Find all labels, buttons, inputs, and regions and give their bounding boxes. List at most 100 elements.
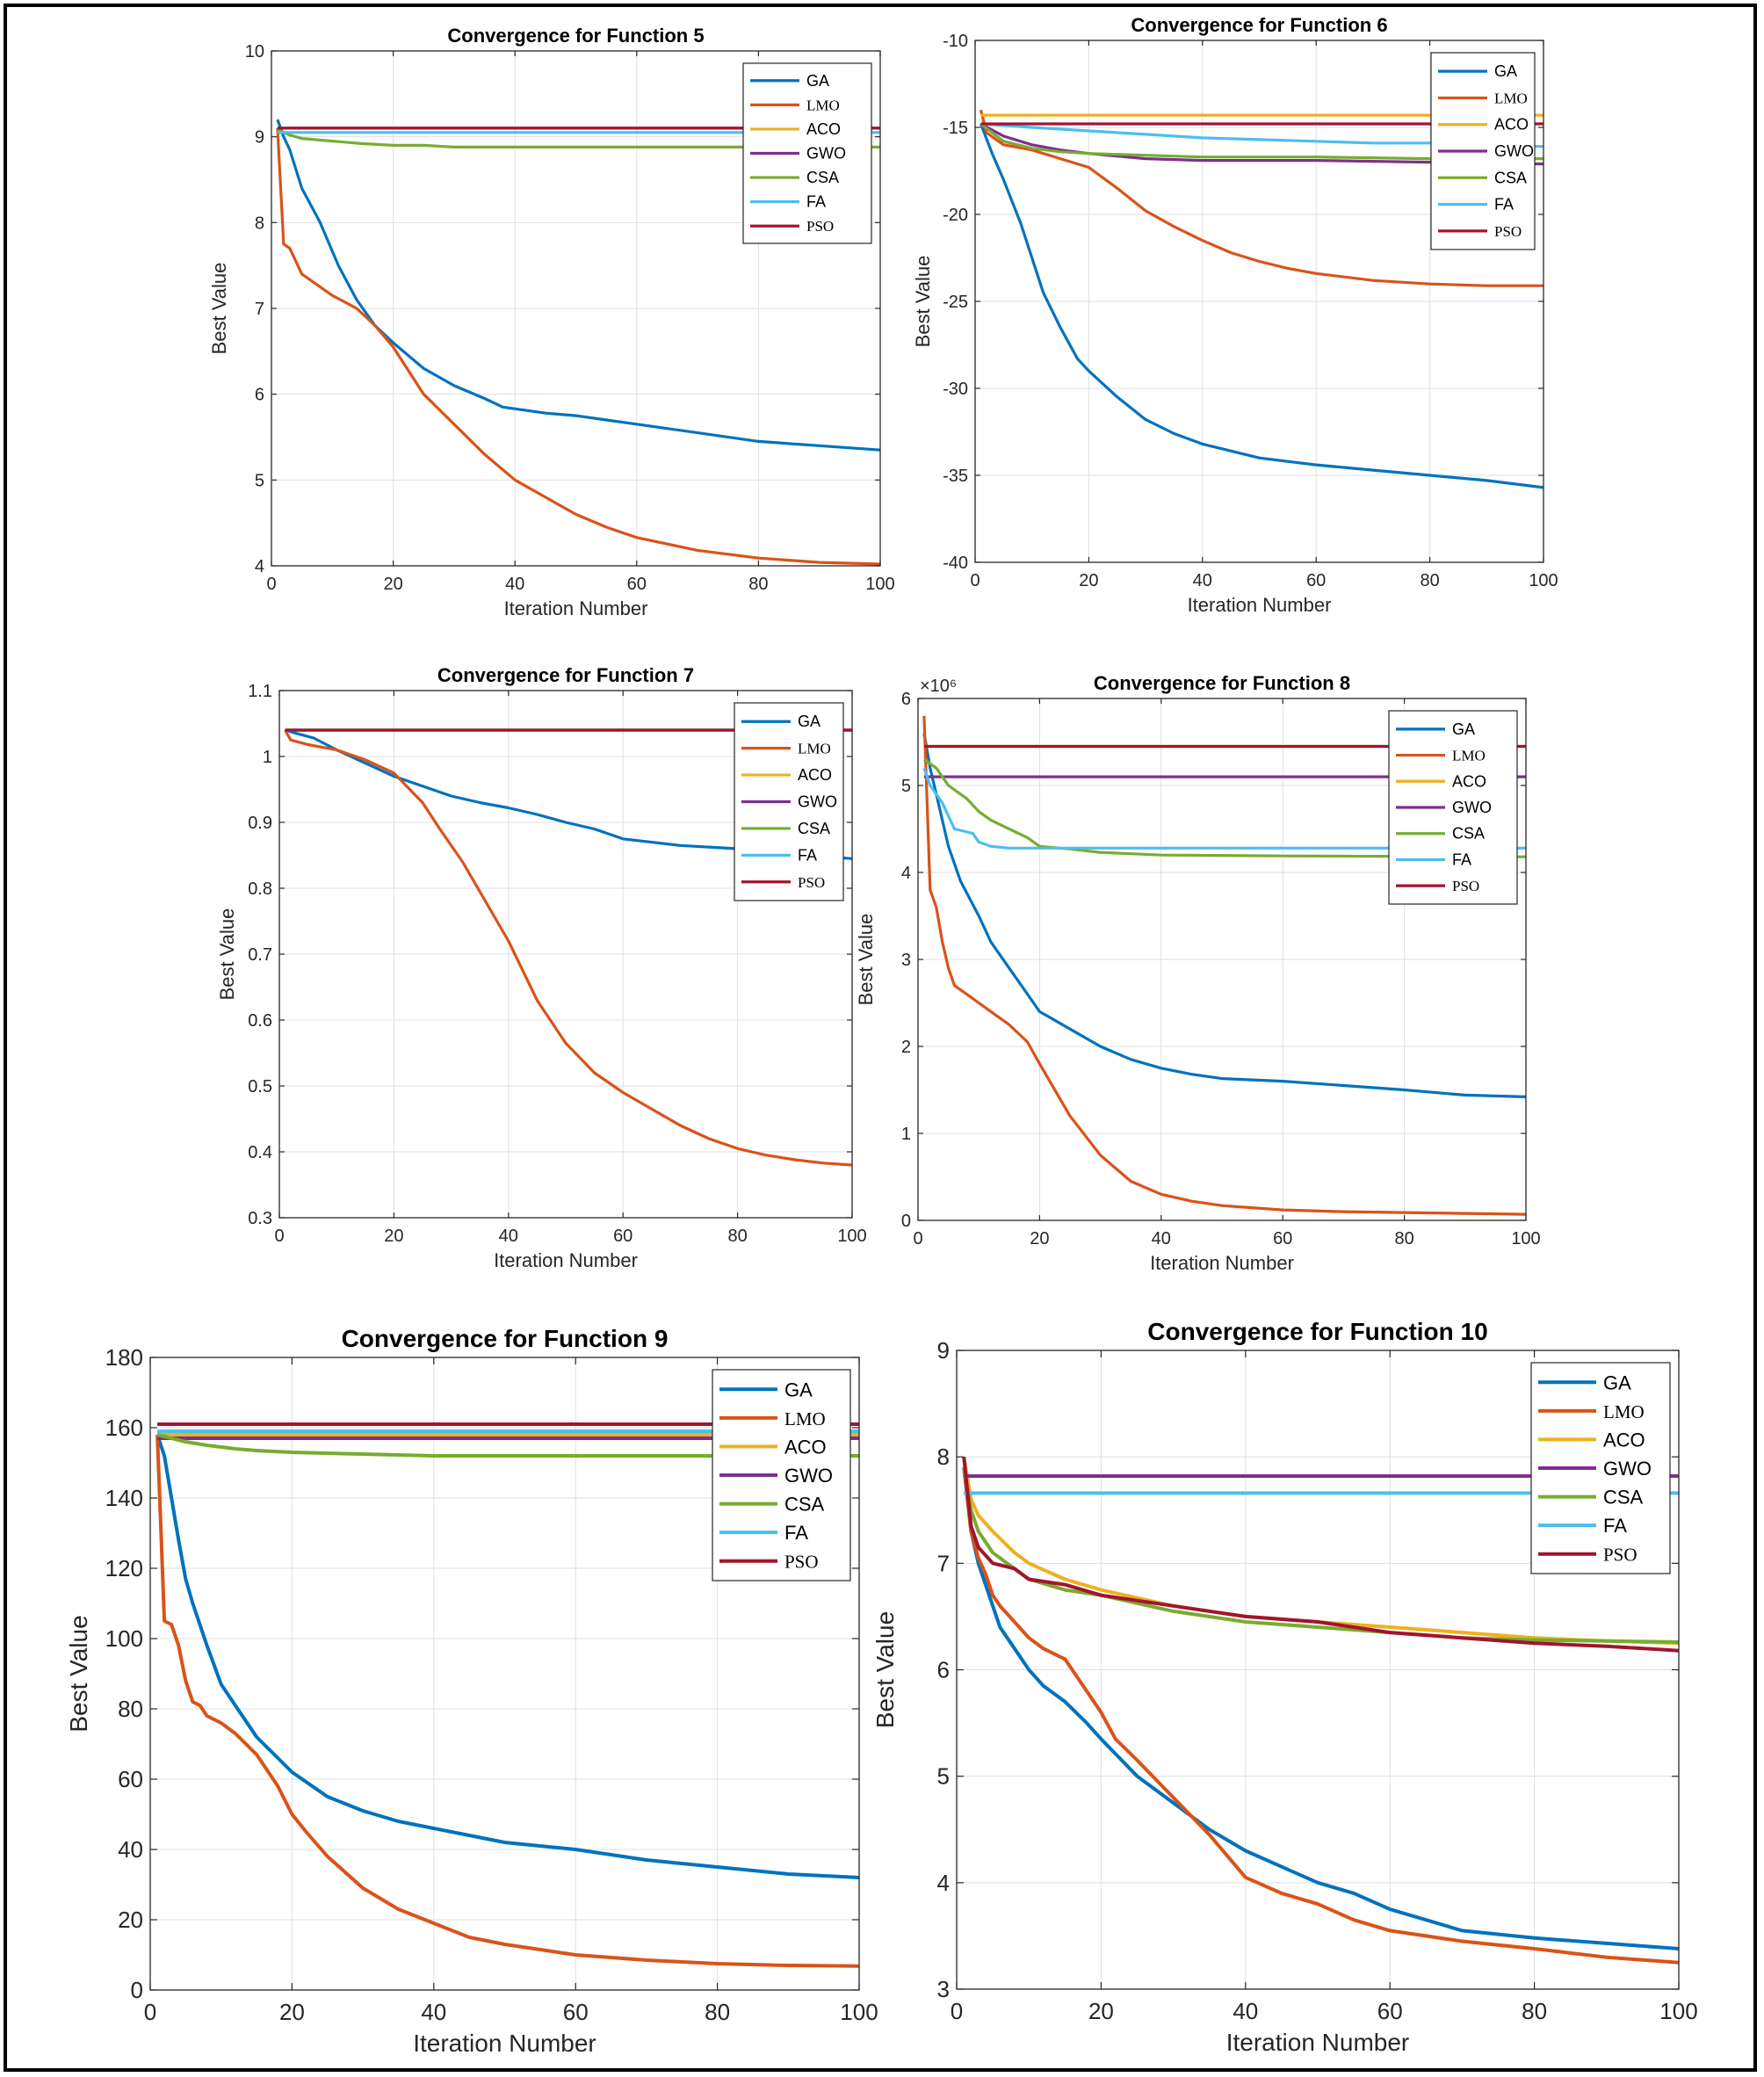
legend-label-csa: CSA (806, 169, 839, 186)
y-tick-label: 8 (937, 1444, 950, 1470)
y-tick-label: 140 (105, 1485, 143, 1511)
series-line-csa (156, 1433, 859, 1458)
legend-label-lmo: LMO (1494, 90, 1528, 106)
legend-label-pso: PSO (806, 218, 834, 235)
x-axis-label: Iteration Number (1188, 594, 1332, 616)
axes-box (149, 1357, 860, 1991)
y-tick-label: 0 (131, 1977, 143, 2003)
legend-label-gwo: GWO (784, 1465, 833, 1487)
y-tick-label: 100 (105, 1625, 143, 1652)
x-tick-label: 0 (274, 1227, 284, 1246)
y-tick-label: 0.8 (248, 879, 272, 899)
legend-label-aco: ACO (798, 766, 832, 784)
legend-label-csa: CSA (1452, 825, 1485, 843)
legend: GA LMO ACO GWO CSA FA PSO (1530, 1362, 1671, 1574)
legend: GA LMO ACO GWO CSA FA PSO (742, 62, 872, 244)
y-tick-label: 0.7 (248, 945, 272, 965)
series-line-ga (155, 1434, 859, 1879)
axis-multiplier: ×10⁶ (920, 677, 957, 696)
chart-title: Convergence for Function 7 (437, 664, 694, 686)
x-tick-label: 60 (1377, 1998, 1403, 2024)
x-tick-label: 60 (563, 1999, 589, 2025)
y-tick-label: 0.9 (248, 814, 272, 833)
y-tick-label: 6 (937, 1657, 950, 1683)
y-tick-label: -35 (943, 467, 968, 486)
series-line-pso (962, 1456, 1679, 1653)
y-tick-label: 7 (255, 300, 264, 319)
series-line-lmo (922, 715, 1526, 1216)
x-tick-label: 100 (837, 1227, 866, 1246)
series-line-ga (962, 1467, 1679, 1950)
x-tick-label: 0 (951, 1998, 963, 2024)
legend-label-aco: ACO (806, 120, 841, 138)
chart-6: 0 20 40 60 80 100 3 4 5 6 7 8 9 Convergence for Funct… (871, 1318, 1698, 2056)
y-axis-label: Best Value (208, 263, 230, 355)
legend-label-aco: ACO (1494, 116, 1529, 134)
legend-label-gwo: GWO (1603, 1458, 1652, 1480)
legend-label-lmo: LMO (798, 741, 831, 757)
y-tick-label: 180 (105, 1344, 143, 1371)
legend-label-ga: GA (798, 713, 821, 730)
y-axis-label: Best Value (65, 1615, 92, 1732)
legend-label-ga: GA (1494, 62, 1517, 80)
x-axis-label: Iteration Number (494, 1249, 638, 1271)
series-line-aco (962, 1456, 1679, 1646)
x-tick-label: 80 (1394, 1229, 1413, 1248)
legend-label-csa: CSA (1494, 169, 1527, 186)
chart-5: 0 20 40 60 80 100 0 20 40 60 80 100 120 140 160 180 Conv… (65, 1325, 878, 2057)
x-axis-label: Iteration Number (413, 2030, 596, 2057)
series-line-lmo (979, 109, 1544, 287)
chart-title: Convergence for Function 6 (1131, 14, 1387, 36)
x-tick-label: 60 (1273, 1229, 1292, 1248)
x-tick-label: 60 (627, 575, 647, 594)
legend-label-aco: ACO (1603, 1429, 1645, 1451)
y-tick-label: 6 (901, 690, 911, 709)
y-axis-label: Best Value (912, 256, 934, 348)
legend-label-ga: GA (784, 1379, 813, 1400)
y-axis-label: Best Value (216, 908, 238, 1001)
y-tick-label: 10 (245, 42, 264, 62)
x-tick-label: 80 (705, 1999, 730, 2025)
y-tick-label: 60 (118, 1766, 143, 1792)
y-axis-label: Best Value (871, 1611, 899, 1728)
x-tick-label: 100 (840, 1999, 878, 2025)
y-tick-label: -20 (943, 206, 968, 225)
legend-label-csa: CSA (1603, 1487, 1644, 1509)
y-tick-label: -40 (943, 554, 968, 573)
y-tick-label: 1.1 (248, 682, 272, 701)
x-tick-label: 60 (1306, 571, 1326, 590)
y-tick-label: 4 (937, 1870, 950, 1896)
y-tick-label: 160 (105, 1415, 143, 1441)
legend-label-lmo: LMO (784, 1408, 826, 1429)
x-tick-label: 60 (613, 1227, 633, 1246)
y-tick-label: -25 (943, 293, 968, 312)
y-tick-label: 5 (901, 777, 911, 796)
x-tick-label: 40 (421, 1999, 446, 2025)
y-tick-label: 3 (901, 951, 911, 970)
series-line-fa (922, 767, 1526, 850)
x-tick-label: 100 (1659, 1998, 1697, 2024)
x-tick-label: 0 (266, 575, 276, 594)
y-tick-label: 9 (937, 1337, 950, 1364)
x-tick-label: 100 (1529, 571, 1558, 590)
x-tick-label: 20 (1079, 571, 1098, 590)
legend: GA LMO ACO GWO CSA FA PSO (1388, 710, 1518, 905)
legend: GA LMO ACO GWO CSA FA PSO (712, 1369, 851, 1581)
chart-title: Convergence for Function 8 (1094, 672, 1350, 694)
x-tick-label: 80 (748, 575, 768, 594)
legend-label-fa: FA (1603, 1515, 1627, 1537)
legend-label-pso: PSO (784, 1552, 819, 1573)
y-tick-label: -10 (943, 32, 968, 51)
x-tick-label: 20 (279, 1999, 305, 2025)
legend-label-gwo: GWO (1494, 142, 1534, 160)
y-tick-label: 4 (901, 864, 911, 883)
legend-label-pso: PSO (1494, 223, 1522, 240)
x-axis-label: Iteration Number (504, 597, 648, 619)
x-tick-label: 20 (1030, 1229, 1049, 1248)
y-tick-label: 4 (255, 557, 264, 576)
y-tick-label: 0.3 (248, 1209, 272, 1228)
x-tick-label: 80 (1522, 1998, 1547, 2024)
legend-label-gwo: GWO (798, 793, 837, 811)
chart-title: Convergence for Function 5 (447, 25, 704, 47)
